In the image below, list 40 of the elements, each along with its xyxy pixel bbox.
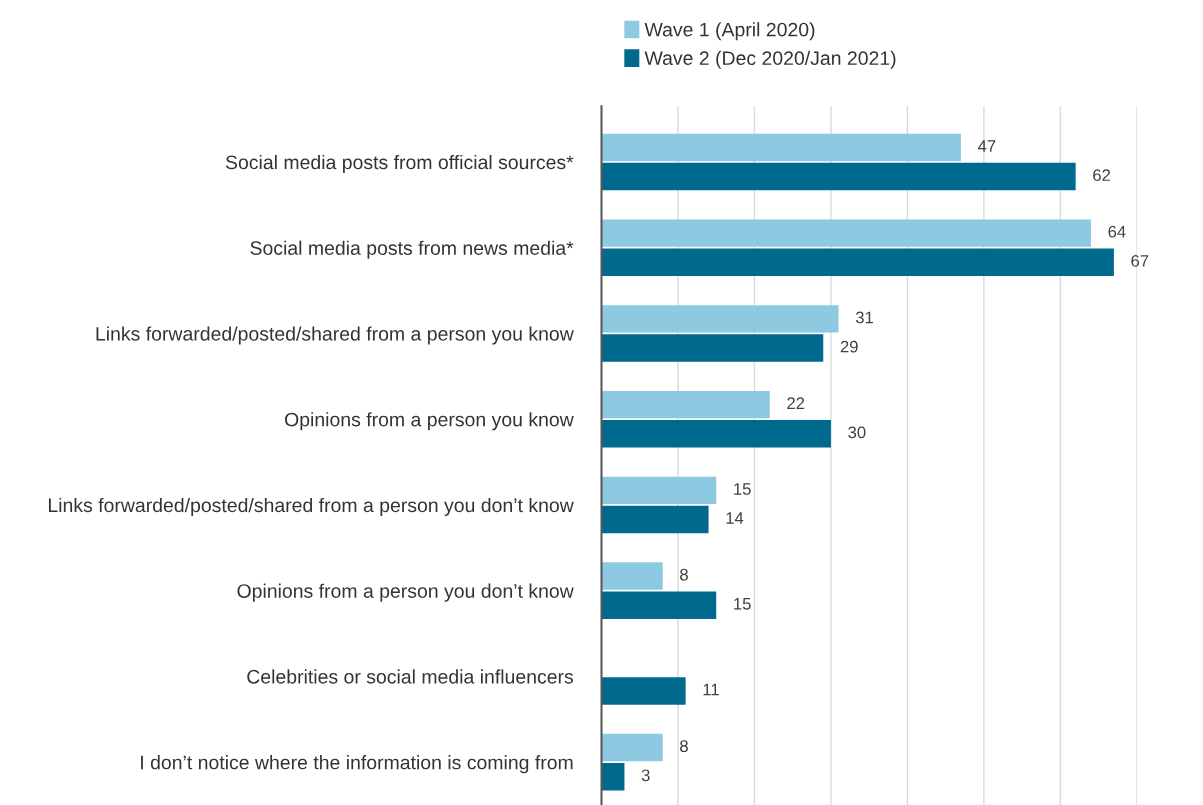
y-tick-label: Social media posts from news media* xyxy=(250,240,574,259)
bar xyxy=(601,219,1091,247)
bar xyxy=(601,505,709,534)
data-label: 15 xyxy=(734,483,751,495)
data-label: 62 xyxy=(1093,169,1111,182)
legend-label: Wave 2 (Dec 2020/Jan 2021) xyxy=(644,50,896,69)
data-label: 15 xyxy=(734,598,751,610)
y-tick-label: Celebrities or social media influencers xyxy=(247,669,574,684)
y-tick-label: I don’t notice where the information is coming from xyxy=(141,755,573,774)
y-tick-label: Opinions from a person you know xyxy=(285,412,574,431)
legend-label: Wave 1 (April 2020) xyxy=(644,22,815,41)
data-label: 30 xyxy=(848,426,866,439)
data-label: 67 xyxy=(1131,254,1149,267)
bar xyxy=(601,162,1076,191)
bar xyxy=(601,476,717,505)
bar xyxy=(601,334,824,362)
data-label: 29 xyxy=(840,340,858,353)
y-tick-label: Social media posts from official sources* xyxy=(225,154,574,174)
bar xyxy=(601,133,961,162)
data-label: 14 xyxy=(726,512,744,524)
data-label: 3 xyxy=(641,769,650,782)
data-label: 8 xyxy=(680,568,688,581)
bar xyxy=(601,562,663,590)
data-label: 22 xyxy=(787,397,805,409)
bar xyxy=(601,390,770,419)
bar xyxy=(601,677,686,705)
data-label: 64 xyxy=(1108,225,1126,238)
data-label: 31 xyxy=(855,311,873,324)
data-label: 11 xyxy=(703,683,719,696)
bar xyxy=(601,762,625,791)
y-tick-label: Links forwarded/posted/shared from a person you know xyxy=(96,326,574,345)
bar xyxy=(601,733,663,762)
y-tick-label: Links forwarded/posted/shared from a person you don’t know xyxy=(48,497,574,517)
data-label: 47 xyxy=(977,140,996,152)
bar xyxy=(601,591,717,619)
bar xyxy=(601,248,1114,277)
bar xyxy=(601,420,831,448)
bar xyxy=(601,305,839,333)
y-tick-label: Opinions from a person you don’t know xyxy=(237,583,574,602)
data-label: 8 xyxy=(680,740,688,753)
